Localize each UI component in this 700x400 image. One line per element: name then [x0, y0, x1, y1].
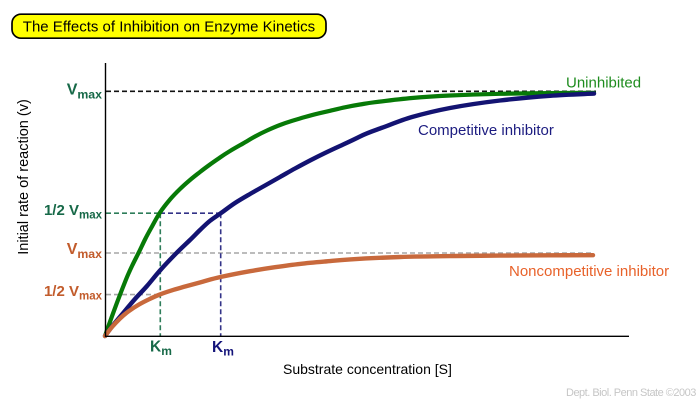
- svg-text:Initial rate of reaction (v): Initial rate of reaction (v): [16, 99, 32, 255]
- svg-text:Substrate concentration [S]: Substrate concentration [S]: [283, 361, 452, 377]
- svg-text:Vmax: Vmax: [67, 82, 102, 102]
- svg-text:Vmax: Vmax: [67, 241, 102, 261]
- svg-text:Uninhibited: Uninhibited: [566, 75, 641, 92]
- svg-text:1/2 Vmax: 1/2 Vmax: [44, 202, 103, 222]
- svg-text:The Effects of Inhibition on E: The Effects of Inhibition on Enzyme Kine…: [23, 19, 315, 36]
- svg-text:Competitive inhibitor: Competitive inhibitor: [418, 122, 554, 139]
- svg-text:Km: Km: [150, 339, 172, 359]
- svg-text:1/2 Vmax: 1/2 Vmax: [44, 283, 103, 303]
- svg-text:Km: Km: [212, 339, 234, 359]
- svg-text:Dept. Biol. Penn State ©2003: Dept. Biol. Penn State ©2003: [566, 387, 696, 399]
- svg-text:Noncompetitive inhibitor: Noncompetitive inhibitor: [509, 263, 669, 280]
